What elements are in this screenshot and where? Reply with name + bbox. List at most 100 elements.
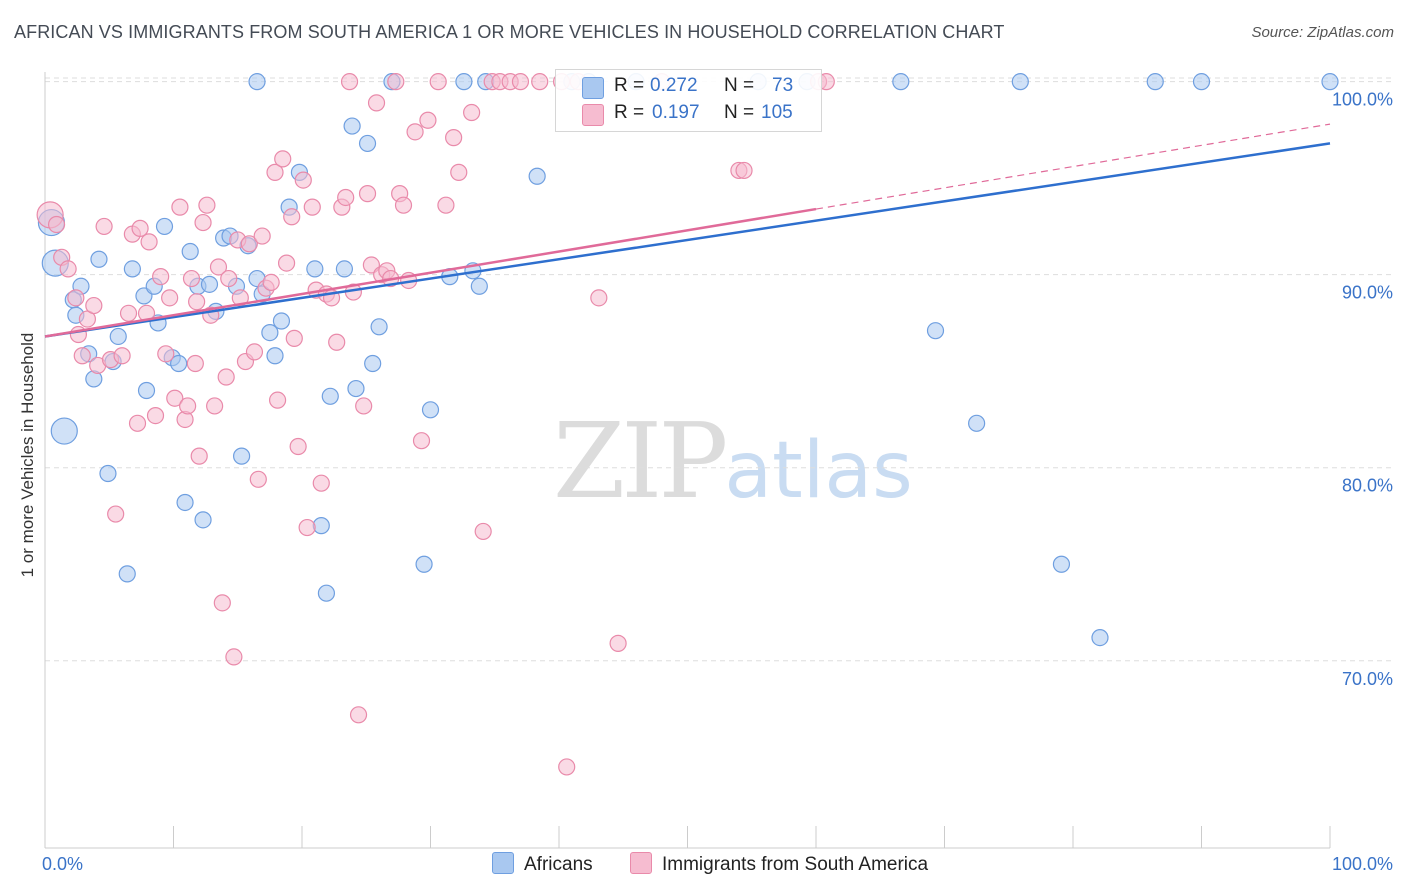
immigrants-point xyxy=(119,304,138,322)
immigrants-point xyxy=(609,634,627,652)
africans-point xyxy=(470,277,488,295)
africans-point xyxy=(528,167,546,185)
legend-n-value-africans: 73 xyxy=(772,75,794,96)
africans-point xyxy=(1321,73,1339,91)
immigrants-point xyxy=(113,347,131,365)
immigrants-point xyxy=(277,254,296,272)
series-africans-points xyxy=(37,73,1339,647)
immigrants-point xyxy=(59,260,77,278)
immigrants-point xyxy=(220,269,238,288)
watermark-atlas: atlas xyxy=(724,426,913,516)
immigrants-point xyxy=(358,185,377,203)
africans-point xyxy=(99,464,117,483)
chart-title: AFRICAN VS IMMIGRANTS FROM SOUTH AMERICA… xyxy=(14,22,1005,42)
africans-point xyxy=(926,322,945,340)
immigrants-point xyxy=(735,161,753,180)
immigrants-point xyxy=(294,171,312,189)
trend-lines xyxy=(44,123,1331,338)
africans-point xyxy=(1146,73,1164,91)
immigrants-point xyxy=(213,594,231,612)
immigrants-point xyxy=(437,196,455,214)
immigrants-point xyxy=(157,345,175,363)
africans-point xyxy=(50,417,78,445)
bottom-legend-swatch-africans xyxy=(492,852,514,874)
y-tick-label-80: 80.0% xyxy=(1342,476,1393,496)
immigrants-point xyxy=(558,758,576,776)
immigrants-point xyxy=(206,397,224,415)
immigrants-point xyxy=(171,198,189,216)
immigrants-point xyxy=(285,329,303,347)
immigrants-point xyxy=(128,414,147,432)
africans-point xyxy=(272,312,291,330)
legend-n-label: N = xyxy=(724,75,755,96)
africans-point xyxy=(118,565,136,583)
africans-point xyxy=(370,318,388,336)
immigrants-point xyxy=(349,706,368,724)
immigrants-point xyxy=(445,129,463,147)
immigrants-point xyxy=(188,293,206,311)
bottom-legend-swatch-immigrants xyxy=(630,852,652,874)
legend-swatch-africans xyxy=(582,77,604,99)
immigrants-point xyxy=(590,289,608,307)
africans-point xyxy=(421,401,440,419)
africans-point xyxy=(1192,73,1211,91)
africans-point xyxy=(892,73,910,91)
immigrants-point xyxy=(85,296,103,315)
immigrants-point xyxy=(312,474,330,492)
immigrants-point xyxy=(303,198,321,216)
immigrants-point xyxy=(274,150,292,168)
immigrants-point xyxy=(217,368,235,386)
africans-point xyxy=(233,447,251,465)
immigrants-point xyxy=(253,227,271,245)
immigrants-point xyxy=(419,111,437,129)
immigrants-point xyxy=(429,73,447,91)
africans-point xyxy=(261,323,279,342)
africans-point xyxy=(968,414,986,432)
africans-point xyxy=(200,275,219,293)
immigrants-point xyxy=(95,217,113,236)
immigrants-point xyxy=(340,73,359,91)
legend-r-label: R = xyxy=(614,75,645,96)
immigrants-point xyxy=(245,343,264,361)
immigrants-point xyxy=(262,273,280,292)
series-immigrants-points xyxy=(36,73,835,776)
africans-point xyxy=(194,511,212,529)
immigrants-point xyxy=(166,389,184,407)
bottom-legend-label-africans: Africans xyxy=(524,854,593,875)
watermark: ZIPatlas xyxy=(553,400,913,522)
legend-swatch-immigrants xyxy=(582,104,604,126)
immigrants-point xyxy=(337,188,355,207)
immigrants-point xyxy=(73,347,91,365)
immigrants-point xyxy=(225,648,243,666)
axes xyxy=(44,72,1331,849)
immigrants-point xyxy=(240,235,258,253)
immigrants-point xyxy=(194,213,212,232)
africans-point xyxy=(170,354,188,373)
immigrants-point xyxy=(406,123,424,141)
y-axis-label: 1 or more Vehicles in Household xyxy=(18,332,37,578)
africans-point xyxy=(306,260,324,278)
legend-r-value-immigrants: 0.197 xyxy=(652,102,700,123)
immigrants-point xyxy=(355,397,373,415)
legend-n-label: N = xyxy=(724,102,755,123)
africans-point xyxy=(1052,555,1071,573)
trend-line-africans xyxy=(44,142,1331,338)
legend-r-value-africans: 0.272 xyxy=(650,75,698,96)
watermark-zip: ZIP xyxy=(553,400,728,522)
immigrants-point xyxy=(412,432,431,450)
y-tick-label-100: 100.0% xyxy=(1332,90,1393,110)
immigrants-point xyxy=(186,354,204,373)
immigrants-point xyxy=(107,505,125,523)
immigrants-point xyxy=(450,163,468,181)
africans-point xyxy=(1091,628,1109,647)
immigrants-point xyxy=(394,196,413,214)
immigrants-point xyxy=(328,333,346,351)
immigrants-point xyxy=(474,522,492,541)
africans-point xyxy=(176,493,194,512)
trend-line-immigrants-extended xyxy=(815,123,1331,210)
immigrants-point xyxy=(190,447,208,465)
africans-point xyxy=(317,584,336,602)
immigrants-point xyxy=(182,269,201,288)
immigrants-point xyxy=(209,258,228,276)
immigrants-point xyxy=(198,196,216,214)
